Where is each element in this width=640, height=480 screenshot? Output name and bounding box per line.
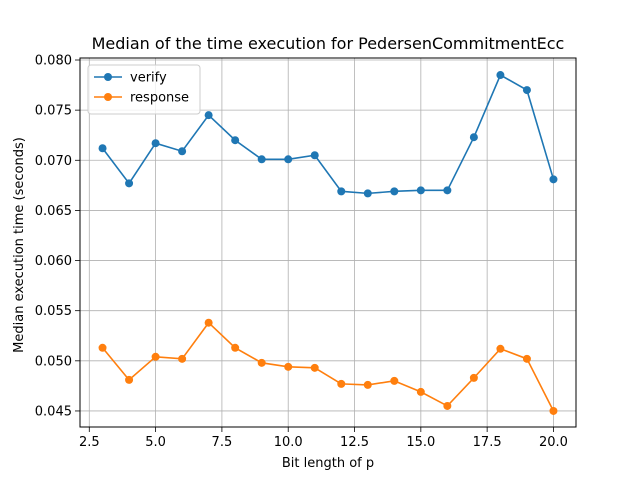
y-tick-label: 0.065 xyxy=(35,204,72,219)
data-point-response xyxy=(522,354,531,363)
series-line-verify xyxy=(101,73,555,195)
data-point-response xyxy=(98,343,107,352)
data-point-verify xyxy=(151,139,160,148)
legend: verify response xyxy=(87,64,201,115)
data-point-response xyxy=(125,375,134,384)
data-point-response xyxy=(151,352,160,361)
y-axis: 0.045 0.050 0.055 0.060 0.065 0.070 0.075 0.080 xyxy=(35,54,80,419)
data-point-response xyxy=(549,406,558,415)
data-point-verify xyxy=(310,151,319,160)
data-point-response xyxy=(469,373,478,382)
data-point-verify xyxy=(231,136,240,145)
data-point-verify xyxy=(469,133,478,142)
x-tick-label: 12.5 xyxy=(340,435,369,450)
data-point-verify xyxy=(443,186,452,195)
data-point-verify xyxy=(337,187,346,196)
data-point-verify xyxy=(204,111,213,120)
y-tick-label: 0.055 xyxy=(35,304,72,319)
legend-marker-response xyxy=(104,93,112,101)
data-point-verify xyxy=(257,155,266,164)
x-tick-label: 20.0 xyxy=(539,435,568,450)
data-point-response xyxy=(443,401,452,410)
data-point-response xyxy=(231,343,240,352)
data-point-verify xyxy=(178,147,187,156)
plot-frame xyxy=(79,57,577,428)
x-tick-label: 2.5 xyxy=(79,435,100,450)
x-tick-label: 10.0 xyxy=(274,435,303,450)
data-point-verify xyxy=(549,175,558,184)
data-point-response xyxy=(178,354,187,363)
y-tick-label: 0.070 xyxy=(35,154,72,169)
data-point-response xyxy=(496,344,505,353)
y-tick-label: 0.080 xyxy=(35,54,72,69)
y-axis-label: Median execution time (seconds) xyxy=(12,137,27,353)
x-tick-label: 15.0 xyxy=(406,435,435,450)
y-tick-label: 0.050 xyxy=(35,354,72,369)
x-axis: 2.5 5.0 7.5 10.0 12.5 15.0 17.5 20.0 xyxy=(79,427,568,450)
data-point-verify xyxy=(98,144,107,153)
data-point-response xyxy=(390,376,399,385)
data-point-verify xyxy=(363,189,372,198)
series-layer xyxy=(98,71,558,415)
data-point-verify xyxy=(284,155,293,164)
legend-label-response: response xyxy=(130,91,189,106)
x-axis-label: Bit length of p xyxy=(282,456,374,471)
grid xyxy=(80,58,576,427)
legend-label-verify: verify xyxy=(130,71,167,86)
x-tick-label: 5.0 xyxy=(145,435,166,450)
data-point-response xyxy=(310,363,319,372)
chart-title: Median of the time execution for Pederse… xyxy=(92,34,565,53)
y-tick-label: 0.075 xyxy=(35,104,72,119)
y-tick-label: 0.045 xyxy=(35,404,72,419)
x-tick-label: 7.5 xyxy=(212,435,233,450)
data-point-response xyxy=(363,380,372,389)
data-point-response xyxy=(204,318,213,327)
data-point-verify xyxy=(522,86,531,95)
legend-marker-verify xyxy=(104,73,112,81)
y-tick-label: 0.060 xyxy=(35,254,72,269)
data-point-response xyxy=(337,379,346,388)
data-point-response xyxy=(284,362,293,371)
x-tick-label: 17.5 xyxy=(473,435,502,450)
data-point-response xyxy=(257,358,266,367)
data-point-verify xyxy=(390,187,399,196)
data-point-verify xyxy=(125,179,134,188)
data-point-verify xyxy=(416,186,425,195)
series-line-response xyxy=(101,321,555,412)
data-point-response xyxy=(416,387,425,396)
data-point-verify xyxy=(496,71,505,80)
